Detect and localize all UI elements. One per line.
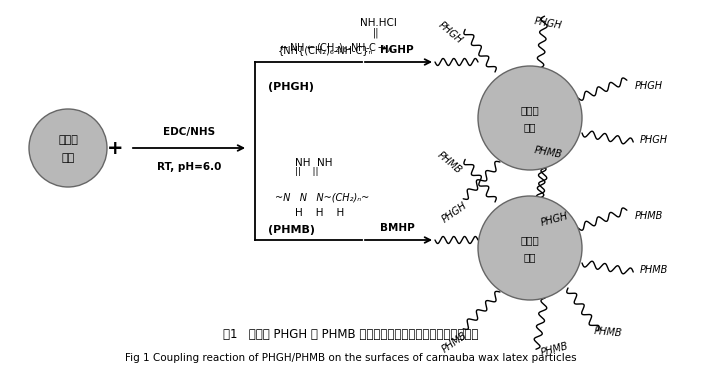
Text: PHMB: PHMB [436,150,464,176]
Text: PHMB: PHMB [533,146,563,160]
Text: NH.HCl: NH.HCl [360,18,397,28]
Text: $\mathdefault{\leftarrow}$NH$\leftarrow$(CH$_2$)$_6$-NH-C$\rightarrow_n$: $\mathdefault{\leftarrow}$NH$\leftarrow$… [278,41,393,55]
Text: RT, pH=6.0: RT, pH=6.0 [157,162,221,172]
Text: PHGH: PHGH [640,135,668,145]
Text: +: + [107,139,124,157]
Text: PHMB: PHMB [441,330,470,355]
Text: EDC/NHS: EDC/NHS [163,127,215,137]
Text: Fig 1 Coupling reaction of PHGH/PHMB on the surfaces of carnauba wax latex parti: Fig 1 Coupling reaction of PHGH/PHMB on … [125,353,577,363]
Text: PHMB: PHMB [540,341,570,358]
Text: ||: || [373,28,380,38]
Text: PHMB: PHMB [640,265,668,275]
Text: 胶乳: 胶乳 [524,252,536,262]
Text: (PHMB): (PHMB) [268,225,315,235]
Ellipse shape [29,109,107,187]
Text: 棕榈蜡: 棕榈蜡 [58,135,78,145]
Text: ||    ||: || || [295,167,319,176]
Text: (PHGH): (PHGH) [268,82,314,92]
Text: HGHP: HGHP [380,45,413,55]
Text: BMHP: BMHP [380,223,414,233]
Text: PHMB: PHMB [593,326,623,339]
Ellipse shape [478,66,582,170]
Text: PHMB: PHMB [635,211,663,221]
Text: PHGH: PHGH [534,16,563,30]
Text: PHGH: PHGH [635,81,663,91]
Text: PHGH: PHGH [540,211,570,228]
Text: 胶乳: 胶乳 [61,153,74,163]
Text: 胶乳: 胶乳 [524,122,536,132]
Text: ~N   N   N~(CH₂)ₙ~: ~N N N~(CH₂)ₙ~ [275,192,369,202]
Text: PHGH: PHGH [441,200,470,224]
Text: NH  NH: NH NH [295,158,333,168]
Text: H    H    H: H H H [295,208,344,218]
Text: 棕榈蜡: 棕榈蜡 [521,105,539,115]
Text: {NH{(CH₂)₆-NH-C}ₙ: {NH{(CH₂)₆-NH-C}ₙ [278,45,373,55]
Text: 图1   抗菌剂 PHGH 和 PHMB 在棕榈蜡微球表面接枝反应机理示意图: 图1 抗菌剂 PHGH 和 PHMB 在棕榈蜡微球表面接枝反应机理示意图 [223,329,479,342]
Text: 棕榈蜡: 棕榈蜡 [521,235,539,245]
Ellipse shape [478,196,582,300]
Text: PHGH: PHGH [436,20,464,46]
